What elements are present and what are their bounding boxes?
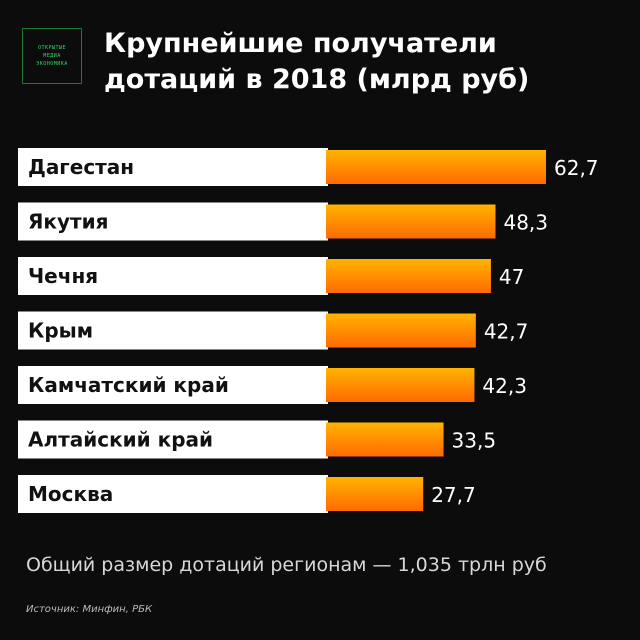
value-label: 47 bbox=[499, 265, 524, 289]
value-label: 42,3 bbox=[482, 374, 527, 398]
bar bbox=[326, 150, 546, 184]
value-label: 33,5 bbox=[452, 429, 497, 453]
category-label: Крым bbox=[28, 319, 93, 343]
logo: ОТКРЫТЫЕ МЕДИА ЭКОНОМИКА bbox=[22, 28, 82, 84]
value-label: 62,7 bbox=[554, 156, 599, 180]
logo-line: МЕДИА bbox=[43, 53, 61, 59]
logo-line: ОТКРЫТЫЕ bbox=[37, 45, 67, 51]
value-label: 27,7 bbox=[431, 483, 476, 507]
row-background bbox=[18, 257, 328, 295]
source-note: Источник: Минфин, РБК bbox=[26, 604, 153, 615]
bar bbox=[326, 368, 475, 402]
value-label: 42,7 bbox=[484, 320, 529, 344]
chart-title: Крупнейшие получатели дотаций в 2018 (мл… bbox=[104, 28, 530, 95]
row-background bbox=[18, 420, 328, 459]
category-label: Дагестан bbox=[28, 155, 134, 179]
category-label: Алтайский край bbox=[28, 428, 213, 452]
bar bbox=[326, 422, 444, 457]
category-label: Якутия bbox=[28, 210, 108, 234]
row-background bbox=[18, 475, 328, 513]
total-subsidies-note: Общий размер дотаций регионам — 1,035 тр… bbox=[26, 554, 547, 576]
bar bbox=[326, 259, 491, 293]
row-background bbox=[18, 148, 328, 186]
category-label: Москва bbox=[28, 482, 113, 506]
row-background bbox=[18, 366, 328, 404]
bar bbox=[326, 204, 496, 239]
row-background bbox=[18, 311, 328, 350]
bar bbox=[326, 313, 476, 348]
value-label: 48,3 bbox=[503, 211, 548, 235]
logo-line: ЭКОНОМИКА bbox=[36, 61, 68, 67]
category-label: Чечня bbox=[28, 264, 98, 288]
category-label: Камчатский край bbox=[28, 373, 229, 397]
bar bbox=[326, 477, 424, 511]
row-background bbox=[18, 202, 328, 241]
